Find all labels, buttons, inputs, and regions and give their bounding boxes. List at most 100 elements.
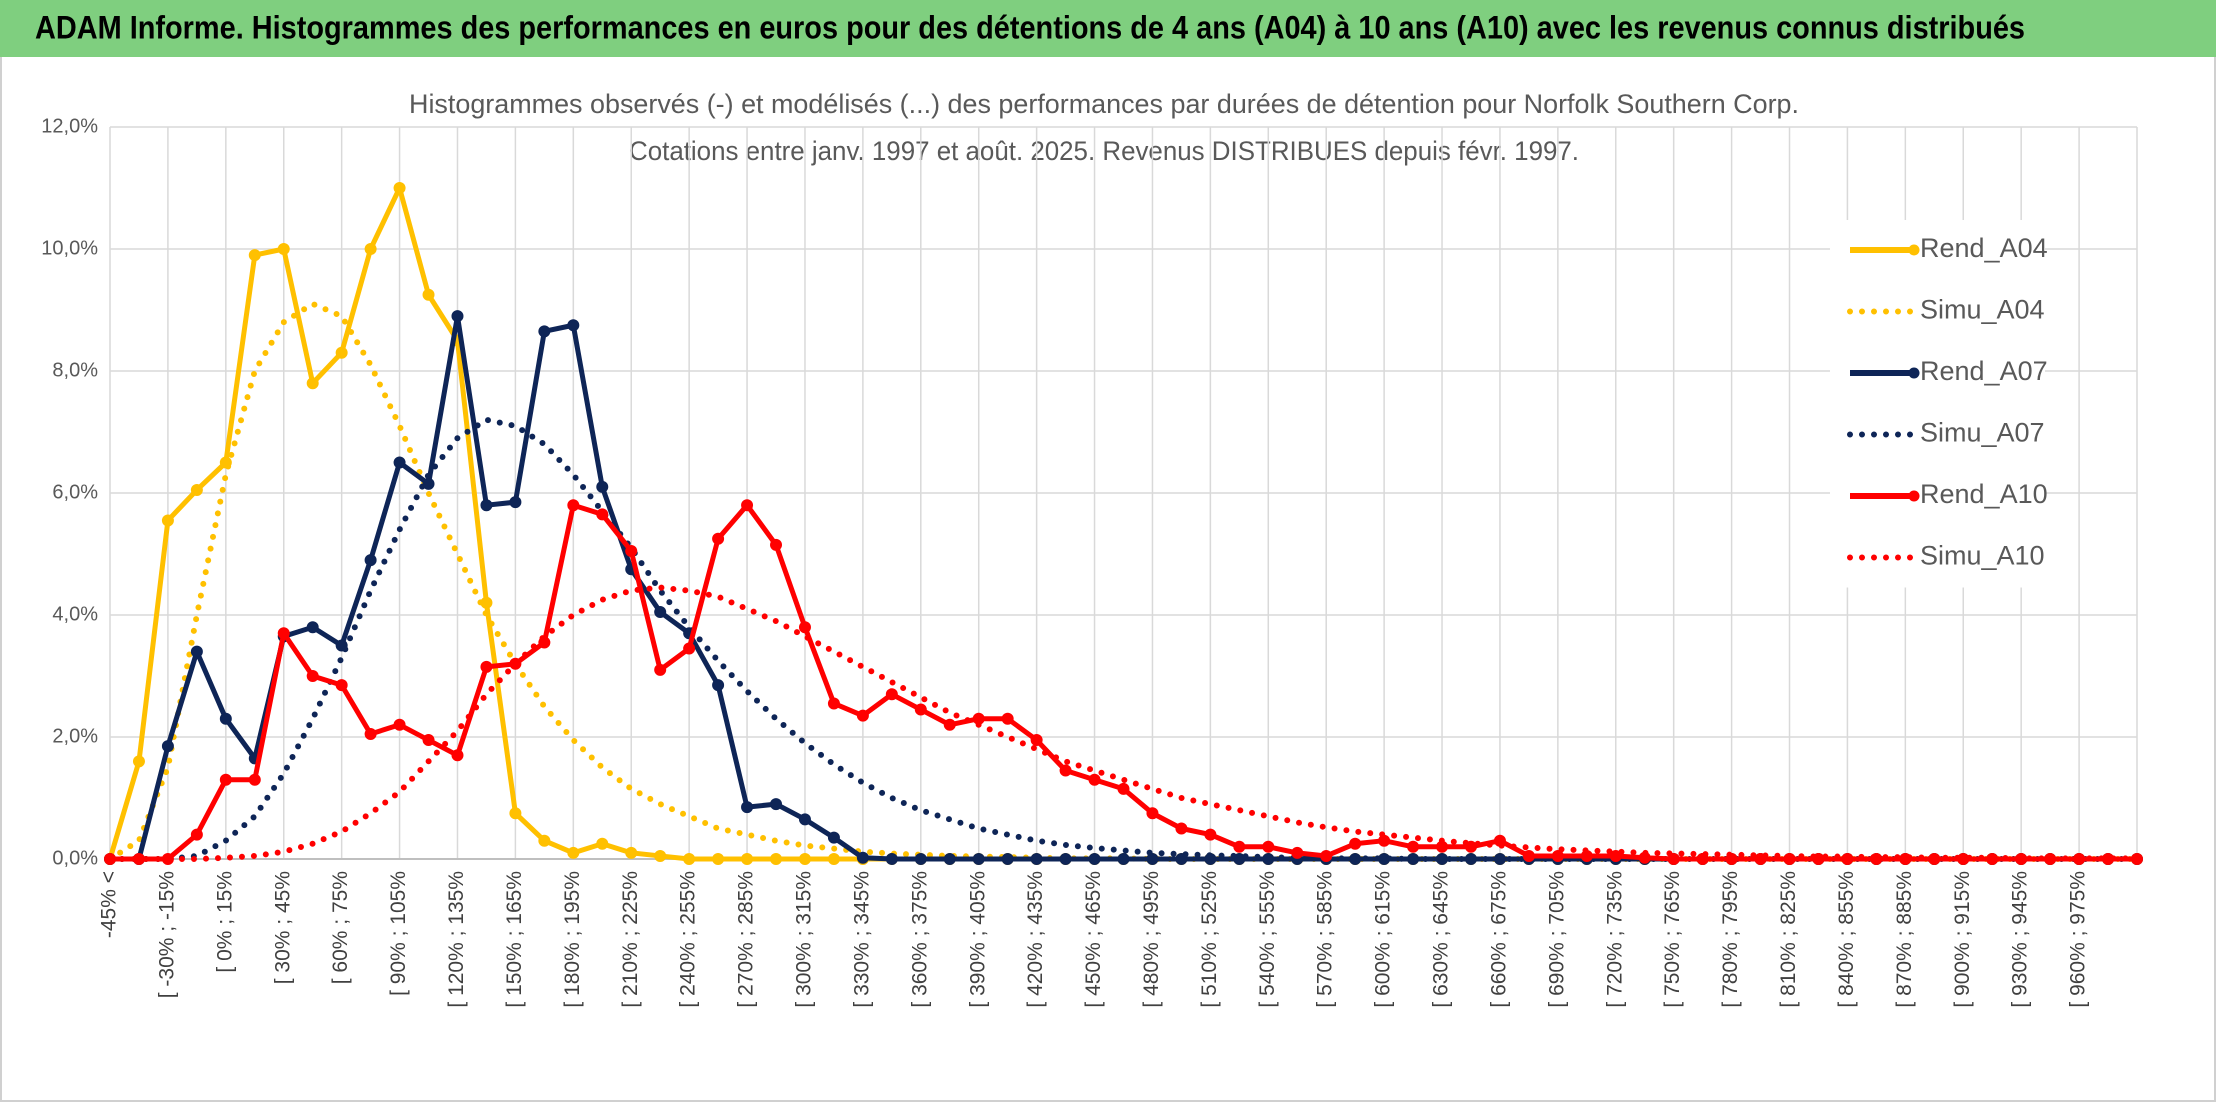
data-point	[827, 831, 840, 844]
x-tick-label: [ 360% ; 375%	[908, 871, 931, 1008]
x-tick-label: -45% <	[98, 871, 121, 938]
data-point	[654, 849, 667, 862]
data-point	[219, 773, 232, 786]
data-point	[827, 697, 840, 710]
x-tick-label: [ 780% ; 795%	[1719, 871, 1742, 1008]
data-point	[190, 483, 203, 496]
data-point	[1407, 840, 1420, 853]
x-tick-label: [ 120% ; 135%	[445, 871, 468, 1008]
data-point	[480, 499, 493, 512]
data-point	[798, 813, 811, 826]
x-tick-label: [ 90% ; 105%	[387, 871, 410, 996]
data-point	[914, 703, 927, 716]
data-point	[856, 709, 869, 722]
data-point	[596, 480, 609, 493]
data-point	[364, 243, 377, 255]
y-tick-label: 4,0%	[52, 603, 98, 625]
chart-subtitle: Cotations entre janv. 1997 et août. 2025…	[629, 136, 1579, 166]
data-point	[219, 712, 232, 725]
data-point	[364, 727, 377, 740]
header-bar	[0, 0, 2216, 57]
data-point	[712, 532, 725, 545]
data-point	[741, 853, 754, 865]
data-point	[161, 514, 174, 527]
x-tick-label: [ 0% ; 15%	[213, 871, 236, 973]
legend-label: Simu_A04	[1920, 295, 2045, 325]
data-point	[741, 801, 754, 814]
data-point	[1001, 853, 1014, 865]
data-point	[856, 851, 869, 864]
data-point	[1030, 734, 1043, 747]
legend-label: Rend_A10	[1920, 479, 2048, 509]
x-tick-label: [ 390% ; 405%	[966, 871, 989, 1008]
data-point	[2131, 853, 2143, 865]
x-tick-label: [ 660% ; 675%	[1487, 871, 1510, 1008]
x-tick-label: [ 960% ; 975%	[2067, 871, 2090, 1008]
data-point	[1030, 853, 1043, 865]
data-point	[538, 325, 551, 338]
data-point	[393, 718, 406, 731]
data-point	[451, 749, 464, 762]
data-point	[712, 679, 725, 692]
x-tick-label: [ 480% ; 495%	[1140, 871, 1163, 1008]
data-point	[1609, 849, 1622, 862]
data-point	[1088, 853, 1101, 865]
data-point	[827, 853, 840, 865]
x-tick-label: [ 300% ; 315%	[793, 871, 816, 1008]
data-point	[972, 853, 985, 865]
data-point	[422, 734, 435, 747]
data-point	[190, 645, 203, 658]
x-tick-label: [ 900% ; 915%	[1951, 871, 1974, 1008]
x-tick-label: [ 270% ; 285%	[735, 871, 758, 1008]
legend-marker	[1908, 367, 1920, 379]
data-point	[741, 499, 754, 512]
data-point	[190, 828, 203, 841]
x-tick-label: [ 330% ; 345%	[850, 871, 873, 1008]
y-tick-label: 2,0%	[52, 725, 98, 747]
data-point	[248, 773, 261, 786]
y-tick-label: 12,0%	[41, 115, 98, 137]
data-point	[1204, 828, 1217, 841]
data-point	[625, 544, 638, 557]
y-tick-label: 8,0%	[52, 359, 98, 381]
data-point	[1349, 837, 1362, 850]
data-point	[914, 853, 927, 865]
data-point	[132, 755, 145, 768]
data-point	[567, 499, 580, 512]
data-point	[712, 853, 725, 865]
data-point	[248, 249, 261, 262]
data-point	[306, 670, 319, 682]
y-tick-label: 6,0%	[52, 481, 98, 503]
data-point	[885, 853, 898, 865]
data-point	[654, 663, 667, 676]
data-point	[683, 642, 696, 655]
data-point	[509, 496, 522, 509]
data-point	[161, 740, 174, 753]
x-tick-label: [ 720% ; 735%	[1603, 871, 1626, 1008]
data-point	[798, 621, 811, 634]
legend-label: Rend_A04	[1920, 233, 2048, 263]
data-point	[567, 319, 580, 332]
data-point	[364, 554, 377, 567]
data-point	[1291, 846, 1304, 859]
data-point	[538, 834, 551, 847]
data-point	[1320, 849, 1333, 862]
data-point	[1233, 840, 1246, 853]
legend-box	[1830, 220, 2045, 588]
x-tick-label: [ 150% ; 165%	[503, 871, 526, 1008]
x-tick-label: [ 810% ; 825%	[1777, 871, 1800, 1008]
data-point	[798, 853, 811, 865]
legend-marker	[1908, 244, 1920, 256]
data-point	[596, 837, 609, 850]
data-point	[335, 679, 348, 692]
data-point	[393, 456, 406, 469]
data-point	[1262, 840, 1275, 853]
data-point	[422, 288, 435, 301]
data-point	[1378, 834, 1391, 847]
data-point	[277, 243, 290, 255]
x-tick-label: [ 540% ; 555%	[1256, 871, 1279, 1008]
data-point	[1117, 782, 1130, 795]
data-point	[770, 853, 783, 865]
x-tick-label: [ 600% ; 615%	[1372, 871, 1395, 1008]
